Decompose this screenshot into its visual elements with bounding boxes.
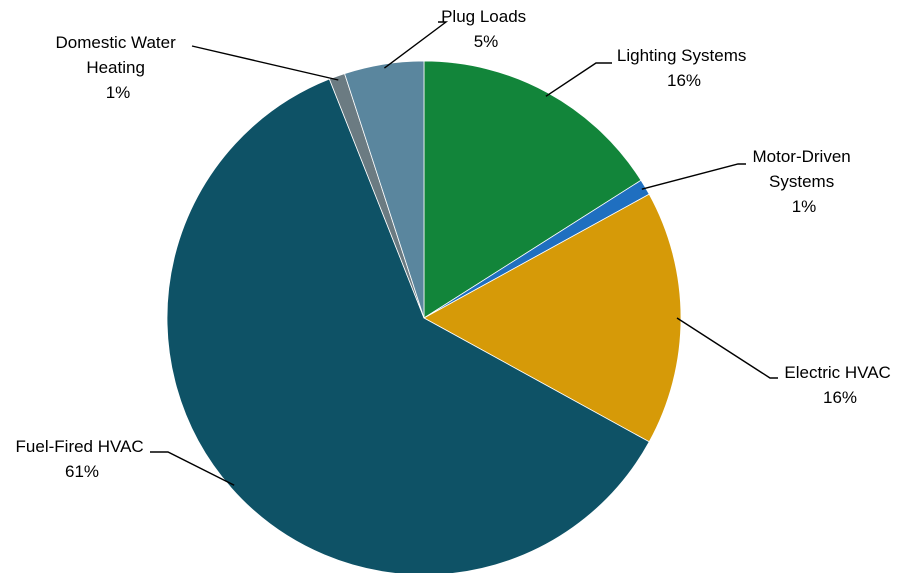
pie-slice-plug-loads [344, 60, 425, 319]
leader-line-electric-hvac [676, 317, 778, 379]
label-fuel-fired-hvac: Fuel-Fired HVAC 61% [16, 437, 149, 481]
label-plug-loads-value: 5% [474, 32, 499, 51]
label-electric-hvac-value: 16% [823, 388, 857, 407]
leader-line-motor-driven-systems [641, 163, 746, 190]
label-motor-driven-systems-name-2: Systems [769, 172, 834, 191]
leader-line-lighting-systems [545, 62, 612, 97]
leader-line-domestic-water-heating [191, 45, 339, 81]
label-electric-hvac-name: Electric HVAC [784, 363, 890, 382]
pie-slice-lighting-systems [423, 60, 642, 319]
label-motor-driven-systems-value: 1% [792, 197, 817, 216]
pie-slice-electric-hvac [423, 193, 682, 443]
label-domestic-water-heating-value: 1% [106, 83, 131, 102]
label-plug-loads-name: Plug Loads [441, 7, 526, 26]
label-domestic-water-heating-name-1: Domestic Water [55, 33, 176, 52]
leader-line-fuel-fired-hvac [150, 451, 235, 486]
pie-slices [166, 60, 682, 573]
label-motor-driven-systems-name-1: Motor-Driven [753, 147, 851, 166]
label-plug-loads: Plug Loads 5% [441, 7, 531, 51]
leader-line-plug-loads [383, 21, 449, 69]
label-fuel-fired-hvac-name: Fuel-Fired HVAC [16, 437, 144, 456]
leader-lines [150, 21, 778, 486]
pie-slice-fuel-fired-hvac [166, 78, 650, 573]
label-lighting-systems: Lighting Systems 16% [617, 46, 751, 90]
label-lighting-systems-value: 16% [667, 71, 701, 90]
label-fuel-fired-hvac-value: 61% [65, 462, 99, 481]
label-domestic-water-heating: Domestic Water Heating 1% [55, 33, 180, 102]
label-domestic-water-heating-name-2: Heating [86, 58, 145, 77]
label-lighting-systems-name: Lighting Systems [617, 46, 746, 65]
label-electric-hvac: Electric HVAC 16% [784, 363, 895, 407]
label-motor-driven-systems: Motor-Driven Systems 1% [753, 147, 856, 216]
